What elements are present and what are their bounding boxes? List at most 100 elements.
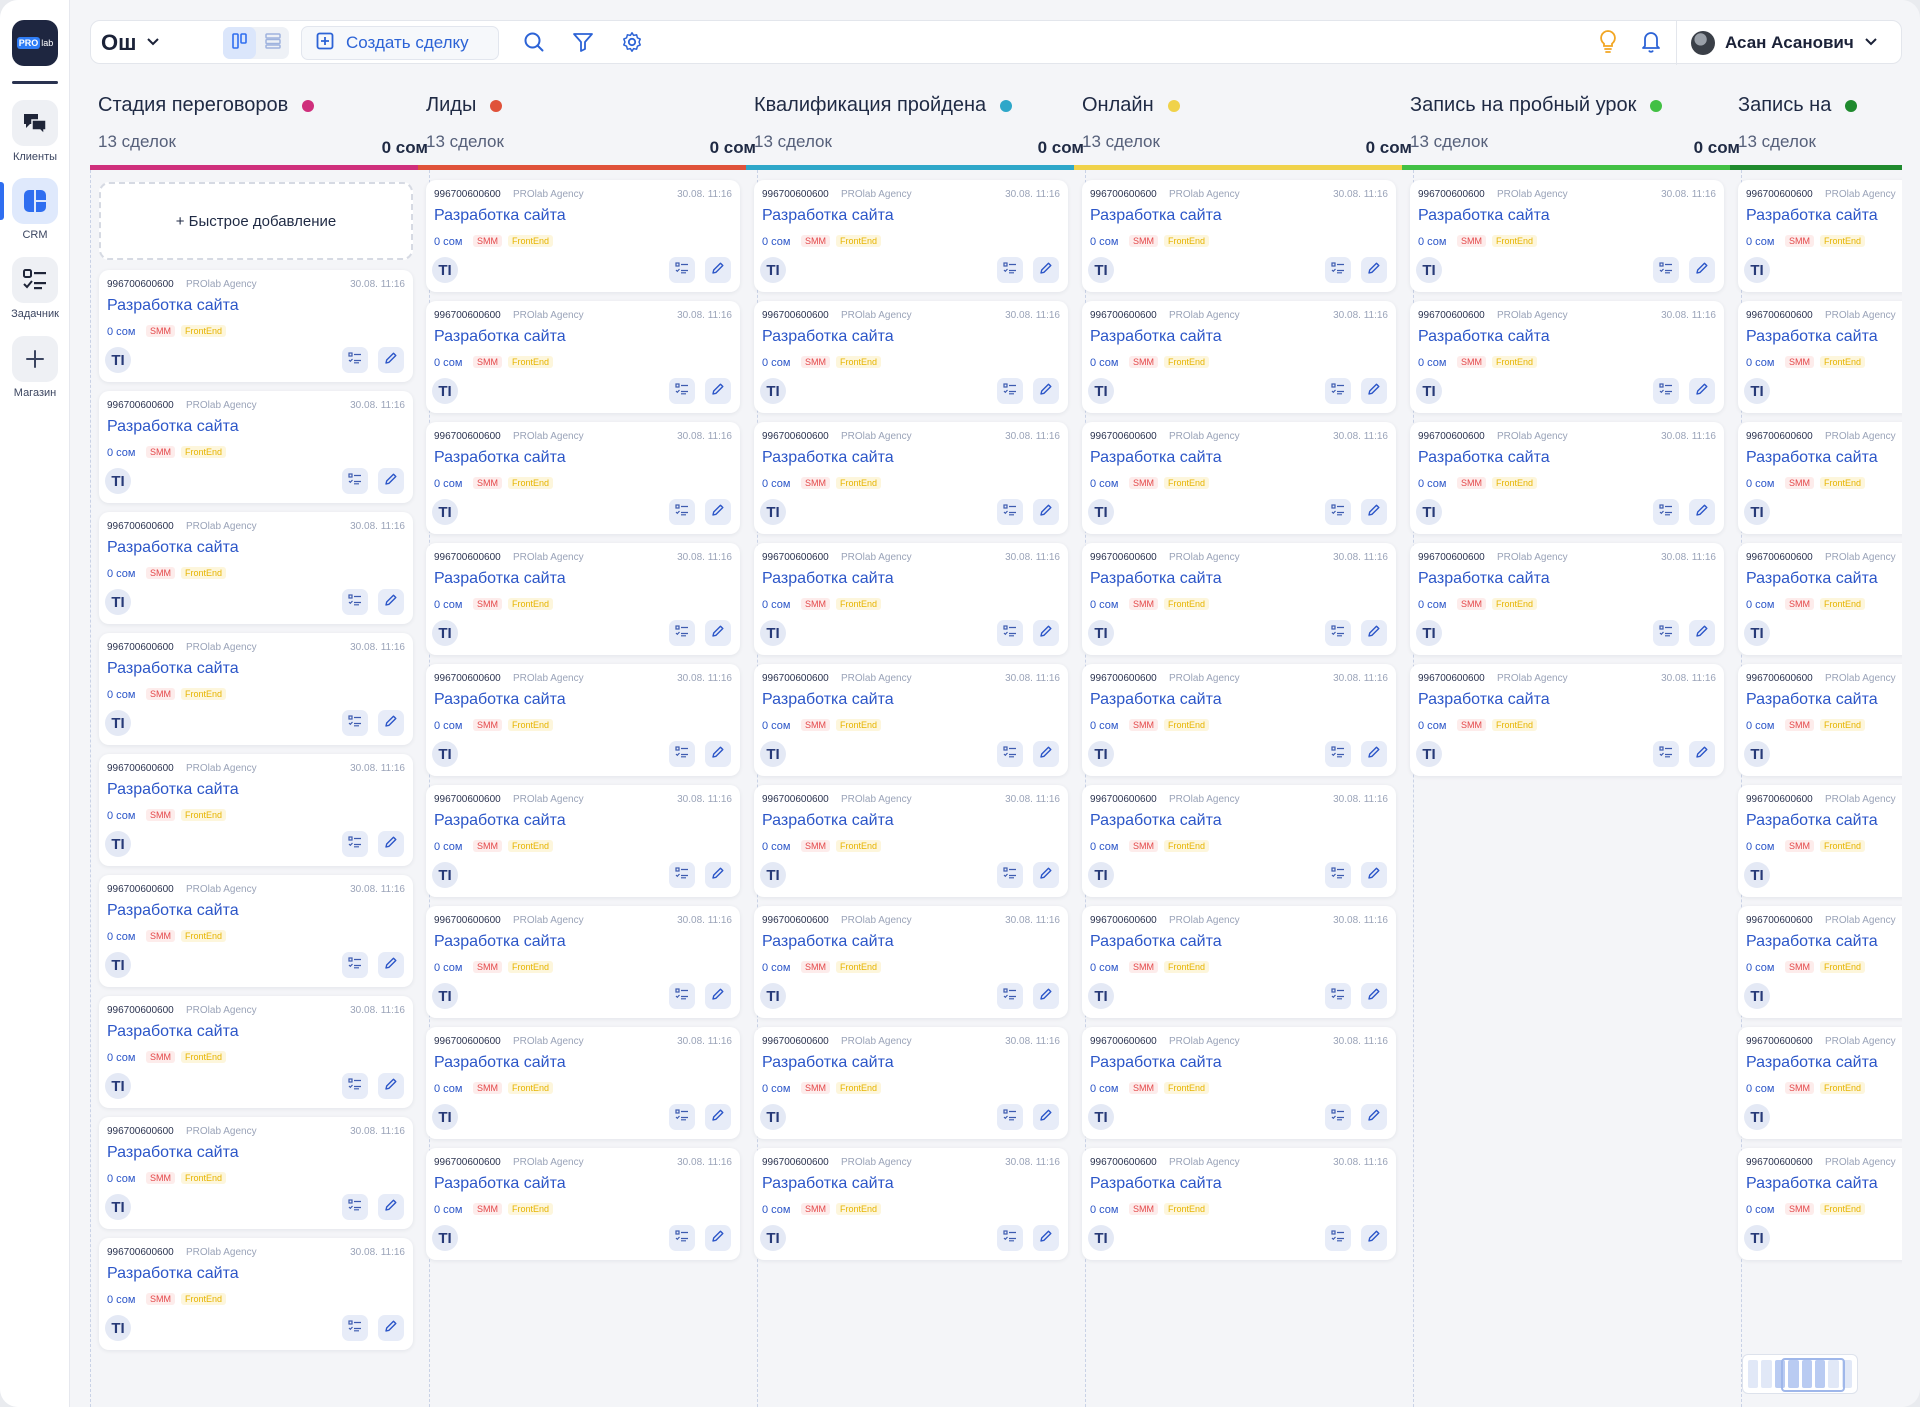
deal-title[interactable]: Разработка сайта	[1090, 1175, 1222, 1192]
deal-card[interactable]: 996700600600 PROlab Agency 30.08. 11:16 …	[1738, 301, 1902, 413]
edit-button[interactable]	[378, 831, 404, 857]
assignee-avatar[interactable]: TI	[105, 1073, 131, 1099]
deal-title[interactable]: Разработка сайта	[107, 902, 239, 919]
deal-title[interactable]: Разработка сайта	[1090, 812, 1222, 829]
deal-card[interactable]: 996700600600 PROlab Agency 30.08. 11:16 …	[426, 1027, 740, 1139]
task-list-button[interactable]	[997, 1104, 1023, 1130]
edit-button[interactable]	[378, 710, 404, 736]
assignee-avatar[interactable]: TI	[1416, 741, 1442, 767]
deal-title[interactable]: Разработка сайта	[1746, 812, 1878, 829]
deal-card[interactable]: 996700600600 PROlab Agency 30.08. 11:16 …	[754, 1148, 1068, 1260]
sidebar-item-shop[interactable]: Магазин	[0, 336, 70, 399]
task-list-button[interactable]	[1325, 1104, 1351, 1130]
assignee-avatar[interactable]: TI	[1744, 620, 1770, 646]
deal-card[interactable]: 996700600600 PROlab Agency 30.08. 11:16 …	[426, 543, 740, 655]
assignee-avatar[interactable]: TI	[1088, 862, 1114, 888]
deal-title[interactable]: Разработка сайта	[1746, 570, 1878, 587]
assignee-avatar[interactable]: TI	[105, 1194, 131, 1220]
assignee-avatar[interactable]: TI	[432, 741, 458, 767]
assignee-avatar[interactable]: TI	[1088, 983, 1114, 1009]
deal-card[interactable]: 996700600600 PROlab Agency 30.08. 11:16 …	[426, 180, 740, 292]
task-list-button[interactable]	[669, 1225, 695, 1251]
task-list-button[interactable]	[1325, 1225, 1351, 1251]
column-header[interactable]: Лиды 13 сделок 0 сом	[418, 84, 758, 170]
edit-button[interactable]	[1689, 257, 1715, 283]
task-list-button[interactable]	[669, 983, 695, 1009]
deal-card[interactable]: 996700600600 PROlab Agency 30.08. 11:16 …	[754, 180, 1068, 292]
assignee-avatar[interactable]: TI	[1088, 1225, 1114, 1251]
edit-button[interactable]	[378, 952, 404, 978]
task-list-button[interactable]	[1653, 499, 1679, 525]
deal-card[interactable]: 996700600600 PROlab Agency 30.08. 11:16 …	[1082, 1148, 1396, 1260]
kanban-view-button[interactable]	[223, 27, 256, 59]
deal-card[interactable]: 996700600600 PROlab Agency 30.08. 11:16 …	[1082, 301, 1396, 413]
deal-title[interactable]: Разработка сайта	[1418, 691, 1550, 708]
edit-button[interactable]	[378, 1073, 404, 1099]
deal-title[interactable]: Разработка сайта	[107, 418, 239, 435]
sidebar-item-crm[interactable]: CRM	[0, 178, 70, 241]
deal-card[interactable]: 996700600600 PROlab Agency 30.08. 11:16 …	[99, 270, 413, 382]
edit-button[interactable]	[705, 257, 731, 283]
tips-button[interactable]	[1595, 29, 1621, 56]
task-list-button[interactable]	[1325, 983, 1351, 1009]
deal-card[interactable]: 996700600600 PROlab Agency 30.08. 11:16 …	[1410, 180, 1724, 292]
deal-card[interactable]: 996700600600 PROlab Agency 30.08. 11:16 …	[1082, 664, 1396, 776]
assignee-avatar[interactable]: TI	[105, 1315, 131, 1341]
deal-title[interactable]: Разработка сайта	[434, 1054, 566, 1071]
task-list-button[interactable]	[669, 1104, 695, 1130]
deal-title[interactable]: Разработка сайта	[107, 1023, 239, 1040]
deal-card[interactable]: 996700600600 PROlab Agency 30.08. 11:16 …	[754, 301, 1068, 413]
assignee-avatar[interactable]: TI	[432, 620, 458, 646]
assignee-avatar[interactable]: TI	[1744, 741, 1770, 767]
deal-title[interactable]: Разработка сайта	[1746, 691, 1878, 708]
deal-card[interactable]: 996700600600 PROlab Agency 30.08. 11:16 …	[99, 1238, 413, 1350]
deal-card[interactable]: 996700600600 PROlab Agency 30.08. 11:16 …	[99, 996, 413, 1108]
assignee-avatar[interactable]: TI	[1088, 257, 1114, 283]
minimap-viewport[interactable]	[1781, 1358, 1845, 1392]
deal-title[interactable]: Разработка сайта	[762, 691, 894, 708]
assignee-avatar[interactable]: TI	[1416, 378, 1442, 404]
assignee-avatar[interactable]: TI	[432, 1104, 458, 1130]
edit-button[interactable]	[705, 862, 731, 888]
deal-title[interactable]: Разработка сайта	[1090, 691, 1222, 708]
task-list-button[interactable]	[1653, 257, 1679, 283]
edit-button[interactable]	[1033, 1104, 1059, 1130]
assignee-avatar[interactable]: TI	[1416, 257, 1442, 283]
assignee-avatar[interactable]: TI	[1088, 741, 1114, 767]
task-list-button[interactable]	[342, 710, 368, 736]
edit-button[interactable]	[1361, 378, 1387, 404]
edit-button[interactable]	[1033, 983, 1059, 1009]
deal-title[interactable]: Разработка сайта	[1746, 1054, 1878, 1071]
deal-card[interactable]: 996700600600 PROlab Agency 30.08. 11:16 …	[1082, 543, 1396, 655]
assignee-avatar[interactable]: TI	[760, 378, 786, 404]
edit-button[interactable]	[1033, 257, 1059, 283]
assignee-avatar[interactable]: TI	[1088, 499, 1114, 525]
assignee-avatar[interactable]: TI	[105, 347, 131, 373]
search-button[interactable]	[521, 31, 547, 57]
deal-title[interactable]: Разработка сайта	[434, 207, 566, 224]
deal-title[interactable]: Разработка сайта	[434, 933, 566, 950]
deal-title[interactable]: Разработка сайта	[1090, 449, 1222, 466]
deal-title[interactable]: Разработка сайта	[1090, 570, 1222, 587]
deal-title[interactable]: Разработка сайта	[434, 328, 566, 345]
assignee-avatar[interactable]: TI	[760, 499, 786, 525]
deal-card[interactable]: 996700600600 PROlab Agency 30.08. 11:16 …	[99, 391, 413, 503]
deal-card[interactable]: 996700600600 PROlab Agency 30.08. 11:16 …	[426, 664, 740, 776]
column-header[interactable]: Запись на 13 сделок	[1730, 84, 1902, 170]
task-list-button[interactable]	[1325, 741, 1351, 767]
deal-title[interactable]: Разработка сайта	[762, 207, 894, 224]
assignee-avatar[interactable]: TI	[760, 620, 786, 646]
edit-button[interactable]	[1361, 983, 1387, 1009]
assignee-avatar[interactable]: TI	[760, 1225, 786, 1251]
edit-button[interactable]	[1361, 620, 1387, 646]
assignee-avatar[interactable]: TI	[760, 862, 786, 888]
assignee-avatar[interactable]: TI	[1744, 1225, 1770, 1251]
deal-title[interactable]: Разработка сайта	[1746, 933, 1878, 950]
task-list-button[interactable]	[997, 1225, 1023, 1251]
assignee-avatar[interactable]: TI	[760, 1104, 786, 1130]
edit-button[interactable]	[378, 589, 404, 615]
deal-title[interactable]: Разработка сайта	[1418, 449, 1550, 466]
assignee-avatar[interactable]: TI	[432, 378, 458, 404]
deal-card[interactable]: 996700600600 PROlab Agency 30.08. 11:16 …	[1738, 422, 1902, 534]
task-list-button[interactable]	[342, 831, 368, 857]
